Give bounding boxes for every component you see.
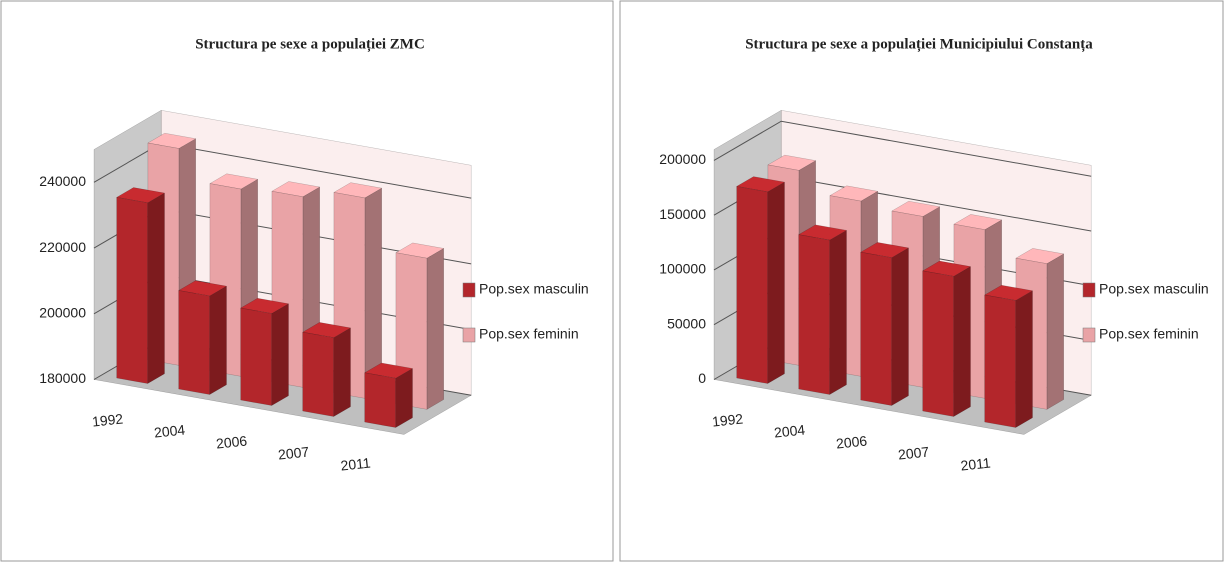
x-tick-label: 2011 <box>340 455 372 474</box>
legend-swatch <box>1082 327 1096 343</box>
bar <box>860 251 892 406</box>
legend-swatch <box>1082 282 1096 298</box>
x-tick-label: 2007 <box>897 443 930 462</box>
bar-top <box>301 322 352 338</box>
legend-swatch <box>462 327 476 343</box>
legend-label: Pop.sex masculin <box>1099 281 1209 297</box>
y-tick-label: 50000 <box>667 315 706 331</box>
chart-title: Structura pe sexe a populației ZMC <box>195 36 425 52</box>
y-tick-label: 200000 <box>39 304 86 320</box>
y-tick-label: 220000 <box>39 239 86 255</box>
bar-side <box>271 303 289 406</box>
chart: Structura pe sexe a populației ZMC 180000… <box>0 0 614 562</box>
bar <box>798 234 830 395</box>
chart: Structura pe sexe a populației Municipiu… <box>619 0 1224 562</box>
bar <box>178 290 210 395</box>
bar <box>240 307 272 406</box>
legend-label: Pop.sex masculin <box>479 281 589 297</box>
bar <box>116 197 148 384</box>
x-tick-label: 2007 <box>277 443 310 462</box>
bar-top <box>983 284 1034 301</box>
bar-side <box>209 285 227 395</box>
x-tick-label: 2011 <box>960 455 992 474</box>
bar-top <box>177 280 228 297</box>
y-tick-label: 0 <box>698 370 706 386</box>
bar-side <box>147 192 165 384</box>
bar-top <box>395 242 445 259</box>
bar-top <box>859 242 910 258</box>
bar-top <box>1015 248 1065 264</box>
grid-line <box>713 120 1092 177</box>
bar <box>922 270 954 417</box>
y-tick-label: 100000 <box>659 261 706 277</box>
chart-title: Structura pe sexe a populației Municipiu… <box>745 36 1093 52</box>
bar-side <box>1015 290 1033 428</box>
bar-top <box>921 260 972 277</box>
bar-side <box>767 181 785 384</box>
bar <box>364 372 396 428</box>
bar-side <box>426 247 444 410</box>
bar-top <box>239 297 290 314</box>
legend-label: Pop.sex feminin <box>479 326 579 342</box>
bar-top <box>363 362 414 379</box>
y-tick-label: 180000 <box>39 370 86 386</box>
y-tick-label: 150000 <box>659 206 706 222</box>
bar <box>302 331 334 417</box>
legend-label: Pop.sex feminin <box>1099 326 1199 342</box>
bar-side <box>333 327 351 417</box>
bar-side <box>829 229 847 395</box>
x-tick-label: 1992 <box>91 410 124 429</box>
x-tick-label: 2006 <box>215 432 248 451</box>
bar <box>984 294 1016 428</box>
bar-side <box>953 266 971 417</box>
bar <box>736 186 768 384</box>
y-tick-label: 240000 <box>39 173 86 189</box>
bar-side <box>1046 253 1064 410</box>
x-tick-label: 2006 <box>835 432 868 451</box>
bar-side <box>891 247 909 406</box>
legend-swatch <box>462 282 476 298</box>
x-tick-label: 2004 <box>153 421 186 440</box>
x-tick-label: 1992 <box>711 410 744 429</box>
x-tick-label: 2004 <box>773 421 806 440</box>
y-tick-label: 200000 <box>659 151 706 167</box>
bar-side <box>395 368 413 428</box>
